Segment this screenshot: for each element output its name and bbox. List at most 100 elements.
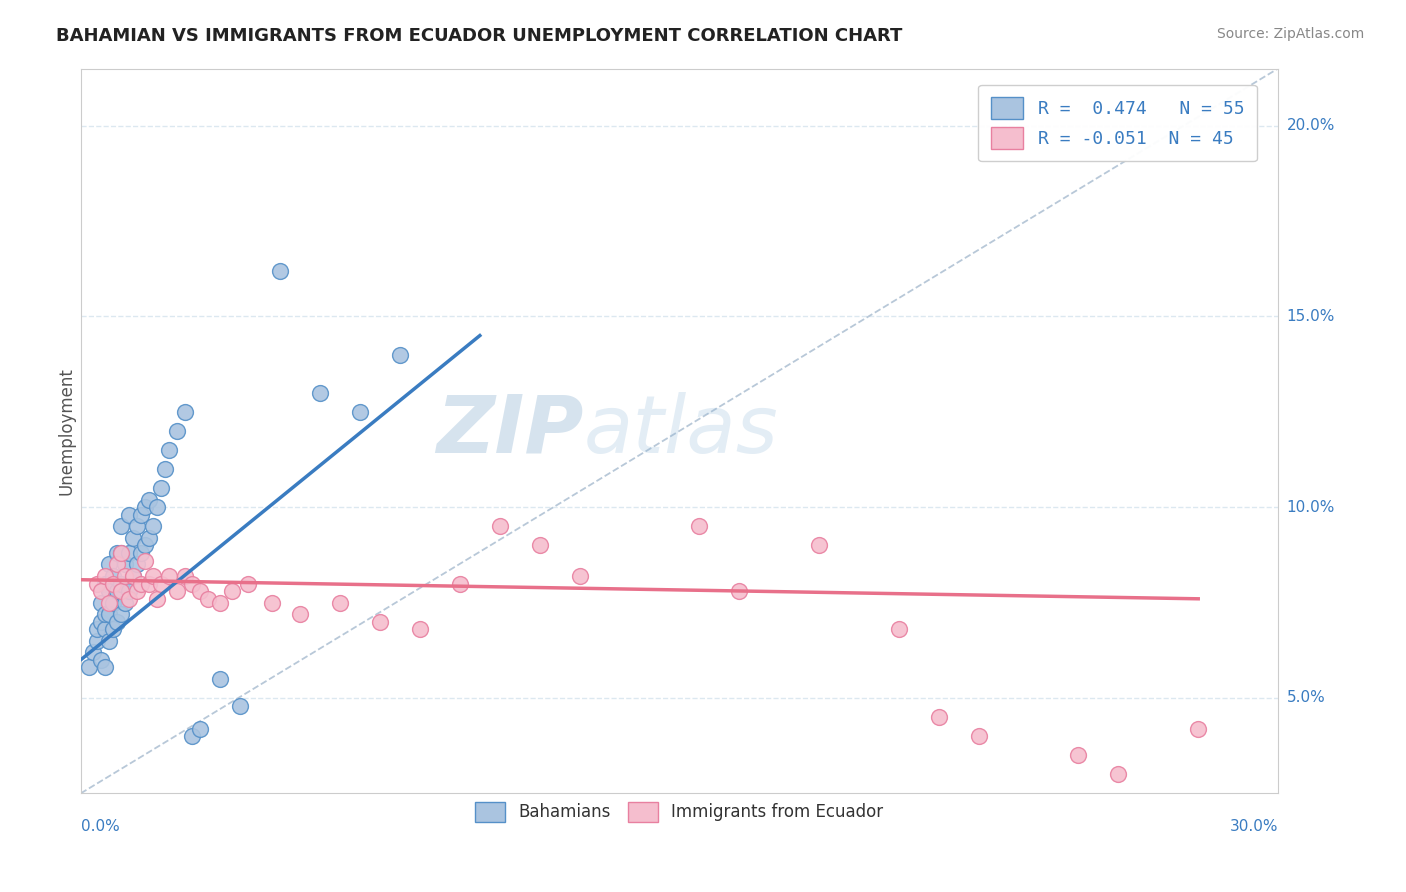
Point: [142, 519, 165, 533]
Point: [190, 584, 212, 599]
Point: [110, 584, 132, 599]
Point: [101, 576, 124, 591]
Point: [105, 546, 128, 560]
Point: [728, 584, 751, 599]
Point: [110, 607, 132, 621]
Point: [129, 508, 152, 522]
Point: [82, 645, 104, 659]
Point: [90, 584, 112, 599]
Point: [142, 569, 165, 583]
Point: [101, 569, 124, 583]
Point: [309, 385, 332, 400]
Text: ZIP: ZIP: [436, 392, 583, 470]
Point: [114, 596, 136, 610]
Text: 10.0%: 10.0%: [1286, 500, 1334, 515]
Point: [90, 596, 112, 610]
Text: atlas: atlas: [583, 392, 779, 470]
Point: [568, 569, 591, 583]
Point: [117, 584, 139, 599]
Point: [181, 729, 204, 743]
Point: [368, 615, 391, 629]
Point: [173, 405, 195, 419]
Point: [121, 531, 143, 545]
Point: [887, 623, 910, 637]
Point: [97, 607, 120, 621]
Point: [238, 576, 260, 591]
Point: [166, 584, 188, 599]
Point: [97, 558, 120, 572]
Point: [349, 405, 371, 419]
Point: [117, 546, 139, 560]
Point: [114, 569, 136, 583]
Point: [138, 531, 160, 545]
Point: [221, 584, 243, 599]
Point: [97, 596, 120, 610]
Point: [157, 569, 180, 583]
Point: [1187, 722, 1209, 736]
Text: 20.0%: 20.0%: [1286, 119, 1334, 133]
Point: [145, 591, 167, 606]
Point: [181, 576, 204, 591]
Point: [114, 558, 136, 572]
Point: [190, 722, 212, 736]
Point: [129, 546, 152, 560]
Point: [290, 607, 312, 621]
Point: [93, 576, 115, 591]
Point: [101, 623, 124, 637]
Point: [329, 596, 352, 610]
Point: [105, 615, 128, 629]
Point: [86, 623, 108, 637]
Point: [117, 508, 139, 522]
Point: [93, 660, 115, 674]
Point: [105, 584, 128, 599]
Point: [149, 481, 172, 495]
Point: [209, 596, 232, 610]
Point: [145, 500, 167, 515]
Point: [121, 569, 143, 583]
Point: [125, 558, 148, 572]
Point: [449, 576, 471, 591]
Point: [125, 584, 148, 599]
Point: [121, 569, 143, 583]
Point: [97, 584, 120, 599]
Point: [229, 698, 252, 713]
Point: [1067, 748, 1090, 763]
Point: [488, 519, 510, 533]
Point: [197, 591, 219, 606]
Point: [117, 591, 139, 606]
Point: [110, 519, 132, 533]
Point: [90, 653, 112, 667]
Point: [134, 538, 156, 552]
Point: [93, 569, 115, 583]
Point: [389, 348, 412, 362]
Point: [90, 615, 112, 629]
Point: [134, 500, 156, 515]
Point: [138, 576, 160, 591]
Point: [529, 538, 551, 552]
Text: 15.0%: 15.0%: [1286, 309, 1334, 324]
Text: Source: ZipAtlas.com: Source: ZipAtlas.com: [1216, 27, 1364, 41]
Point: [101, 596, 124, 610]
Point: [269, 263, 291, 277]
Point: [173, 569, 195, 583]
Point: [86, 633, 108, 648]
Point: [688, 519, 710, 533]
Text: 0.0%: 0.0%: [80, 819, 120, 834]
Point: [808, 538, 831, 552]
Point: [97, 633, 120, 648]
Point: [134, 554, 156, 568]
Point: [166, 424, 188, 438]
Point: [209, 672, 232, 686]
Point: [149, 576, 172, 591]
Point: [138, 492, 160, 507]
Point: [110, 546, 132, 560]
Point: [409, 623, 432, 637]
Point: [967, 729, 990, 743]
Point: [262, 596, 284, 610]
Text: 5.0%: 5.0%: [1286, 690, 1324, 706]
Point: [129, 576, 152, 591]
Point: [105, 558, 128, 572]
Point: [93, 623, 115, 637]
Point: [125, 519, 148, 533]
Point: [153, 462, 176, 476]
